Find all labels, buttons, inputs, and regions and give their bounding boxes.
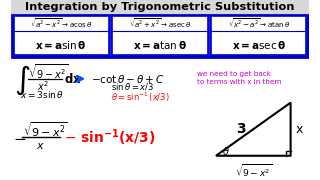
Bar: [12, 15, 308, 57]
Text: $x$: $x$: [36, 141, 45, 151]
Text: $\sqrt{x^2-a^2}\rightarrow a\tan\theta$: $\sqrt{x^2-a^2}\rightarrow a\tan\theta$: [228, 17, 290, 31]
Text: $-\cot\theta-\theta+C$: $-\cot\theta-\theta+C$: [91, 73, 165, 85]
Text: $\sin\theta=x/3$: $\sin\theta=x/3$: [111, 81, 155, 92]
Text: $\mathbf{x=a\sec\theta}$: $\mathbf{x=a\sec\theta}$: [232, 39, 286, 51]
Text: $\sqrt{a^2-x^2}\rightarrow a\cos\theta$: $\sqrt{a^2-x^2}\rightarrow a\cos\theta$: [30, 17, 92, 31]
Text: $\theta$: $\theta$: [222, 145, 230, 157]
Text: $\mathbf{dx}$: $\mathbf{dx}$: [64, 72, 82, 86]
Text: $\int$: $\int$: [13, 64, 30, 97]
Text: $\sqrt{9-x^2}$: $\sqrt{9-x^2}$: [23, 121, 68, 139]
Text: $x=3\sin\theta$: $x=3\sin\theta$: [20, 89, 64, 100]
Text: $\mathbf{x=a\sin\theta}$: $\mathbf{x=a\sin\theta}$: [35, 39, 87, 51]
Text: we need to get back
to terms with x in them: we need to get back to terms with x in t…: [197, 71, 282, 86]
Bar: [211, 17, 307, 55]
Text: Integration by Trigonometric Substitution: Integration by Trigonometric Substitutio…: [25, 2, 295, 12]
Text: $\mathbf{x=a\tan\theta}$: $\mathbf{x=a\tan\theta}$: [133, 39, 187, 51]
Text: x: x: [295, 123, 303, 136]
Text: $\theta=\sin^{-1}(x/3)$: $\theta=\sin^{-1}(x/3)$: [111, 90, 170, 104]
Text: $-$: $-$: [12, 130, 26, 145]
Text: $x^2$: $x^2$: [37, 79, 49, 93]
Bar: [112, 17, 208, 55]
Text: 3: 3: [236, 122, 246, 136]
Text: $\sqrt{a^2+x^2}\rightarrow a\sec\theta$: $\sqrt{a^2+x^2}\rightarrow a\sec\theta$: [129, 17, 191, 31]
Text: $\sqrt{9-x^2}$: $\sqrt{9-x^2}$: [235, 162, 272, 180]
Text: $\sqrt{9-x^2}$: $\sqrt{9-x^2}$: [28, 63, 69, 82]
Bar: [13, 17, 109, 55]
Text: $-\ \mathbf{sin^{-1}(x/3)}$: $-\ \mathbf{sin^{-1}(x/3)}$: [64, 127, 156, 148]
Bar: [11, 0, 309, 15]
